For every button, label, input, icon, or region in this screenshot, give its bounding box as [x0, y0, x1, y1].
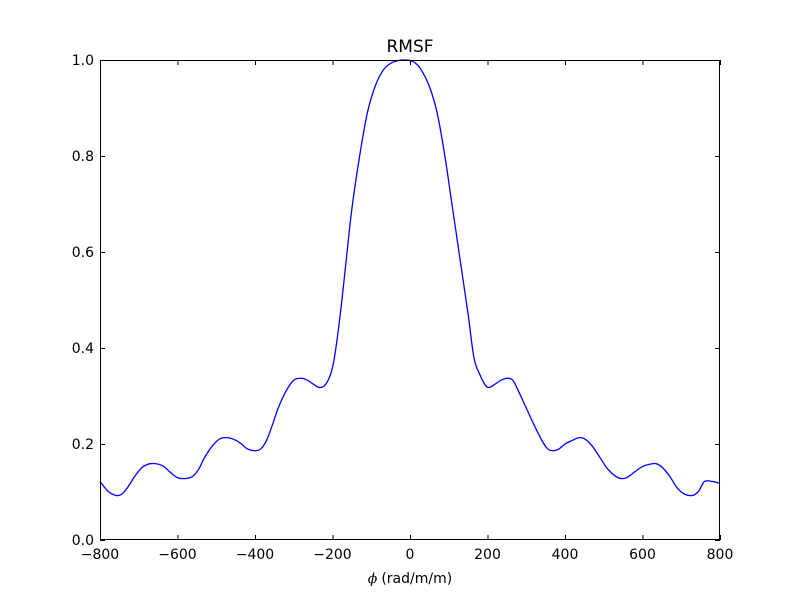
y-tick-label: 0.6	[72, 245, 94, 261]
x-tick-label: −800	[81, 547, 119, 563]
y-tick-label: 0.0	[72, 533, 94, 549]
x-tick-label: 400	[552, 547, 579, 563]
axis-ticks	[100, 60, 721, 541]
y-tick-label: 0.8	[72, 149, 94, 165]
x-tick-label: 0	[406, 547, 415, 563]
x-axis-label: ϕ (rad/m/m)	[368, 571, 452, 587]
y-tick-label: 1.0	[72, 53, 94, 69]
plot-lines	[99, 59, 721, 497]
y-tick-label: 0.4	[72, 341, 94, 357]
rmsf-series-line	[99, 59, 721, 497]
x-axis-unit: (rad/m/m)	[381, 571, 452, 587]
x-tick-label: 800	[707, 547, 734, 563]
x-tick-label: 600	[629, 547, 656, 563]
x-tick-label: −200	[313, 547, 351, 563]
x-axis-symbol: ϕ	[368, 571, 378, 587]
tick-labels: −800 −600 −400 −200 0 200 400 600 800 0.0 0.2 0.4 0.…	[72, 53, 734, 563]
x-tick-label: −600	[158, 547, 196, 563]
chart-title: RMSF	[386, 37, 433, 57]
plot-frame	[100, 60, 720, 540]
x-tick-label: −400	[236, 547, 274, 563]
x-tick-label: 200	[474, 547, 501, 563]
y-tick-label: 0.2	[72, 437, 94, 453]
